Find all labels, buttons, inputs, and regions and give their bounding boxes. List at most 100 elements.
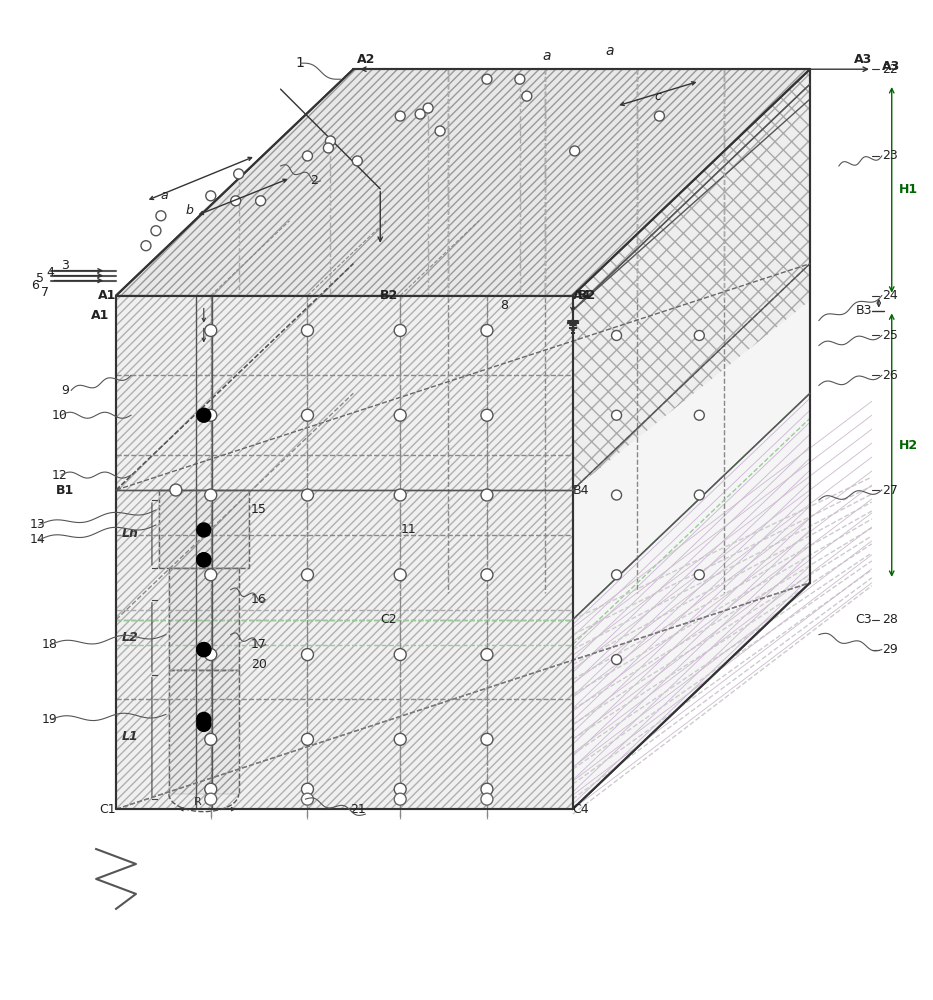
Circle shape — [141, 241, 151, 251]
Circle shape — [694, 410, 704, 420]
Circle shape — [301, 649, 313, 661]
Text: b: b — [186, 204, 194, 217]
Circle shape — [230, 196, 241, 206]
Circle shape — [395, 569, 406, 581]
Text: L1: L1 — [122, 730, 139, 743]
Circle shape — [395, 783, 406, 795]
Text: 8: 8 — [500, 299, 508, 312]
Circle shape — [515, 74, 525, 84]
Circle shape — [611, 655, 621, 665]
Circle shape — [326, 136, 335, 146]
Circle shape — [395, 489, 406, 501]
Circle shape — [480, 489, 493, 501]
Text: 18: 18 — [41, 638, 57, 651]
Text: 10: 10 — [51, 409, 67, 422]
Circle shape — [197, 717, 211, 731]
Text: 19: 19 — [41, 713, 57, 726]
Circle shape — [302, 151, 313, 161]
Circle shape — [435, 126, 445, 136]
Text: 1: 1 — [296, 56, 304, 70]
Text: 20: 20 — [251, 658, 267, 671]
Circle shape — [480, 793, 493, 805]
Circle shape — [694, 490, 704, 500]
Text: 2: 2 — [311, 174, 318, 187]
Polygon shape — [169, 568, 239, 670]
Circle shape — [233, 169, 244, 179]
Text: 26: 26 — [882, 369, 898, 382]
Circle shape — [480, 569, 493, 581]
Text: 17: 17 — [251, 638, 267, 651]
Circle shape — [156, 211, 166, 221]
Text: 13: 13 — [29, 518, 45, 531]
Circle shape — [204, 409, 216, 421]
Circle shape — [611, 330, 621, 340]
Circle shape — [301, 783, 313, 795]
Text: 29: 29 — [882, 643, 898, 656]
Text: A1: A1 — [91, 309, 109, 322]
Circle shape — [353, 156, 362, 166]
Polygon shape — [573, 301, 810, 809]
Circle shape — [415, 109, 425, 119]
Circle shape — [611, 410, 621, 420]
Text: A1: A1 — [98, 289, 116, 302]
Circle shape — [395, 649, 406, 661]
Circle shape — [301, 793, 313, 805]
Circle shape — [204, 733, 216, 745]
Circle shape — [480, 649, 493, 661]
Text: A3: A3 — [854, 53, 871, 66]
Text: 4: 4 — [47, 266, 54, 279]
Polygon shape — [169, 670, 239, 794]
Circle shape — [570, 146, 579, 156]
Polygon shape — [116, 296, 573, 809]
Text: B3: B3 — [856, 304, 871, 317]
Text: B4: B4 — [573, 484, 589, 497]
Text: C4: C4 — [573, 803, 590, 816]
Text: 21: 21 — [351, 803, 366, 816]
Circle shape — [480, 733, 493, 745]
Circle shape — [480, 409, 493, 421]
Text: 15: 15 — [251, 503, 267, 516]
Circle shape — [324, 143, 333, 153]
Text: A2: A2 — [357, 53, 376, 66]
Text: C1: C1 — [100, 803, 116, 816]
Circle shape — [395, 324, 406, 336]
Text: 25: 25 — [882, 329, 898, 342]
Text: C3: C3 — [856, 613, 871, 626]
Circle shape — [197, 553, 211, 567]
Circle shape — [482, 74, 492, 84]
Circle shape — [197, 712, 211, 726]
Circle shape — [396, 111, 405, 121]
Circle shape — [204, 489, 216, 501]
Text: B1: B1 — [56, 484, 75, 497]
Circle shape — [611, 570, 621, 580]
Text: B2: B2 — [578, 289, 596, 302]
Circle shape — [204, 569, 216, 581]
Text: 22: 22 — [882, 63, 898, 76]
Circle shape — [204, 783, 216, 795]
Text: 24: 24 — [882, 289, 898, 302]
Circle shape — [611, 490, 621, 500]
Circle shape — [197, 643, 211, 657]
Circle shape — [206, 191, 216, 201]
Circle shape — [170, 484, 182, 496]
Polygon shape — [573, 69, 810, 311]
Text: 9: 9 — [62, 384, 69, 397]
Text: 27: 27 — [882, 484, 898, 497]
Text: 11: 11 — [400, 523, 416, 536]
Text: L2: L2 — [122, 631, 139, 644]
Text: R: R — [194, 797, 202, 807]
Text: 16: 16 — [251, 593, 267, 606]
Text: 7: 7 — [41, 286, 49, 299]
Text: 12: 12 — [51, 469, 67, 482]
Circle shape — [256, 196, 266, 206]
Circle shape — [151, 226, 160, 236]
Circle shape — [301, 489, 313, 501]
Text: 23: 23 — [882, 149, 898, 162]
Circle shape — [204, 324, 216, 336]
Circle shape — [424, 103, 433, 113]
Text: B2: B2 — [381, 289, 398, 302]
Text: 5: 5 — [36, 272, 44, 285]
Text: A4: A4 — [573, 289, 592, 302]
Text: 6: 6 — [32, 279, 39, 292]
Text: A3: A3 — [882, 60, 900, 73]
